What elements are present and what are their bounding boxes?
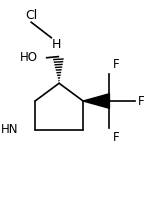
Text: Cl: Cl xyxy=(25,9,37,22)
Text: F: F xyxy=(138,95,145,107)
Text: HO: HO xyxy=(20,51,38,64)
Polygon shape xyxy=(83,94,109,108)
Text: H: H xyxy=(51,38,61,51)
Text: F: F xyxy=(113,58,119,71)
Text: F: F xyxy=(113,131,119,145)
Text: HN: HN xyxy=(1,123,19,136)
